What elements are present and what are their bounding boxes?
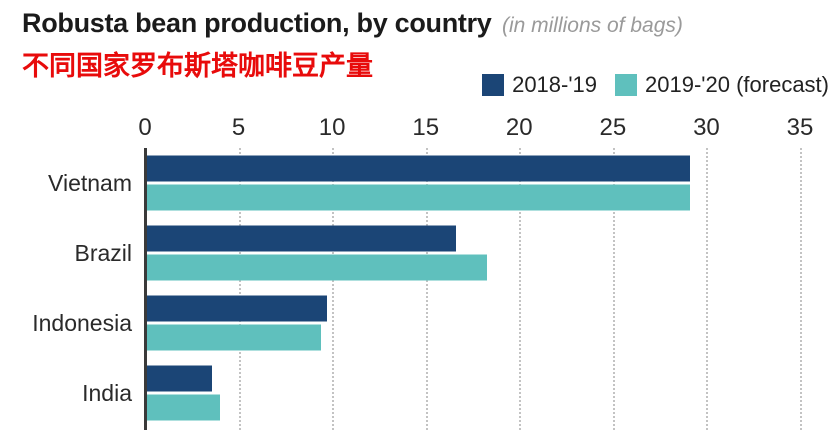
bar-chart: 0 5 10 15 20 25 30 35 Vietnam Brazil Indonesia Ind… — [0, 108, 837, 430]
bar — [145, 184, 690, 211]
x-tick-label: 20 — [505, 114, 533, 141]
category-label: Vietnam — [48, 169, 132, 196]
bar-row — [145, 148, 800, 218]
bar-row — [145, 218, 800, 288]
bar-row — [145, 288, 800, 358]
legend-item: 2018-'19 — [482, 72, 597, 98]
bar — [145, 254, 488, 281]
category-label: India — [82, 379, 132, 406]
gridline — [238, 148, 241, 430]
x-tick-label: 10 — [318, 114, 346, 141]
gridline — [425, 148, 428, 430]
x-tick-label: 35 — [786, 114, 814, 141]
chart-legend: 2018-'19 2019-'20 (forecast) — [482, 72, 829, 98]
category-label: Indonesia — [32, 309, 132, 336]
y-axis-line — [144, 148, 147, 430]
x-tick-label: 30 — [693, 114, 720, 141]
x-tick-label: 5 — [231, 114, 246, 141]
gridline — [800, 148, 802, 430]
bar — [145, 295, 327, 322]
bar — [145, 324, 321, 351]
legend-swatch — [615, 74, 638, 96]
legend-label: 2018-'19 — [512, 72, 598, 97]
legend-swatch — [482, 74, 505, 96]
bar — [145, 225, 456, 252]
chart-title: Robusta bean production, by country — [22, 8, 492, 38]
gridline — [612, 148, 615, 430]
bar — [145, 394, 220, 421]
legend-item: 2019-'20 (forecast) — [615, 72, 829, 98]
bar — [145, 155, 690, 182]
chart-subtitle-chinese: 不同国家罗布斯塔咖啡豆产量 — [22, 51, 373, 81]
bar-row — [145, 358, 800, 428]
x-tick-label: 25 — [599, 114, 627, 141]
gridline — [332, 148, 335, 430]
legend-label: 2019-'20 (forecast) — [645, 72, 829, 97]
plot-area — [144, 148, 802, 430]
x-axis: 0 5 10 15 20 25 30 35 — [138, 108, 813, 146]
gridline — [519, 148, 522, 430]
category-label: Brazil — [74, 239, 132, 266]
bar — [145, 365, 213, 392]
x-tick-label: 15 — [412, 114, 440, 141]
chart-header: Robusta bean production, by country (in … — [22, 8, 827, 39]
chart-subtitle: (in millions of bags) — [501, 14, 683, 37]
gridline — [706, 148, 709, 430]
x-tick-label: 0 — [138, 114, 152, 141]
